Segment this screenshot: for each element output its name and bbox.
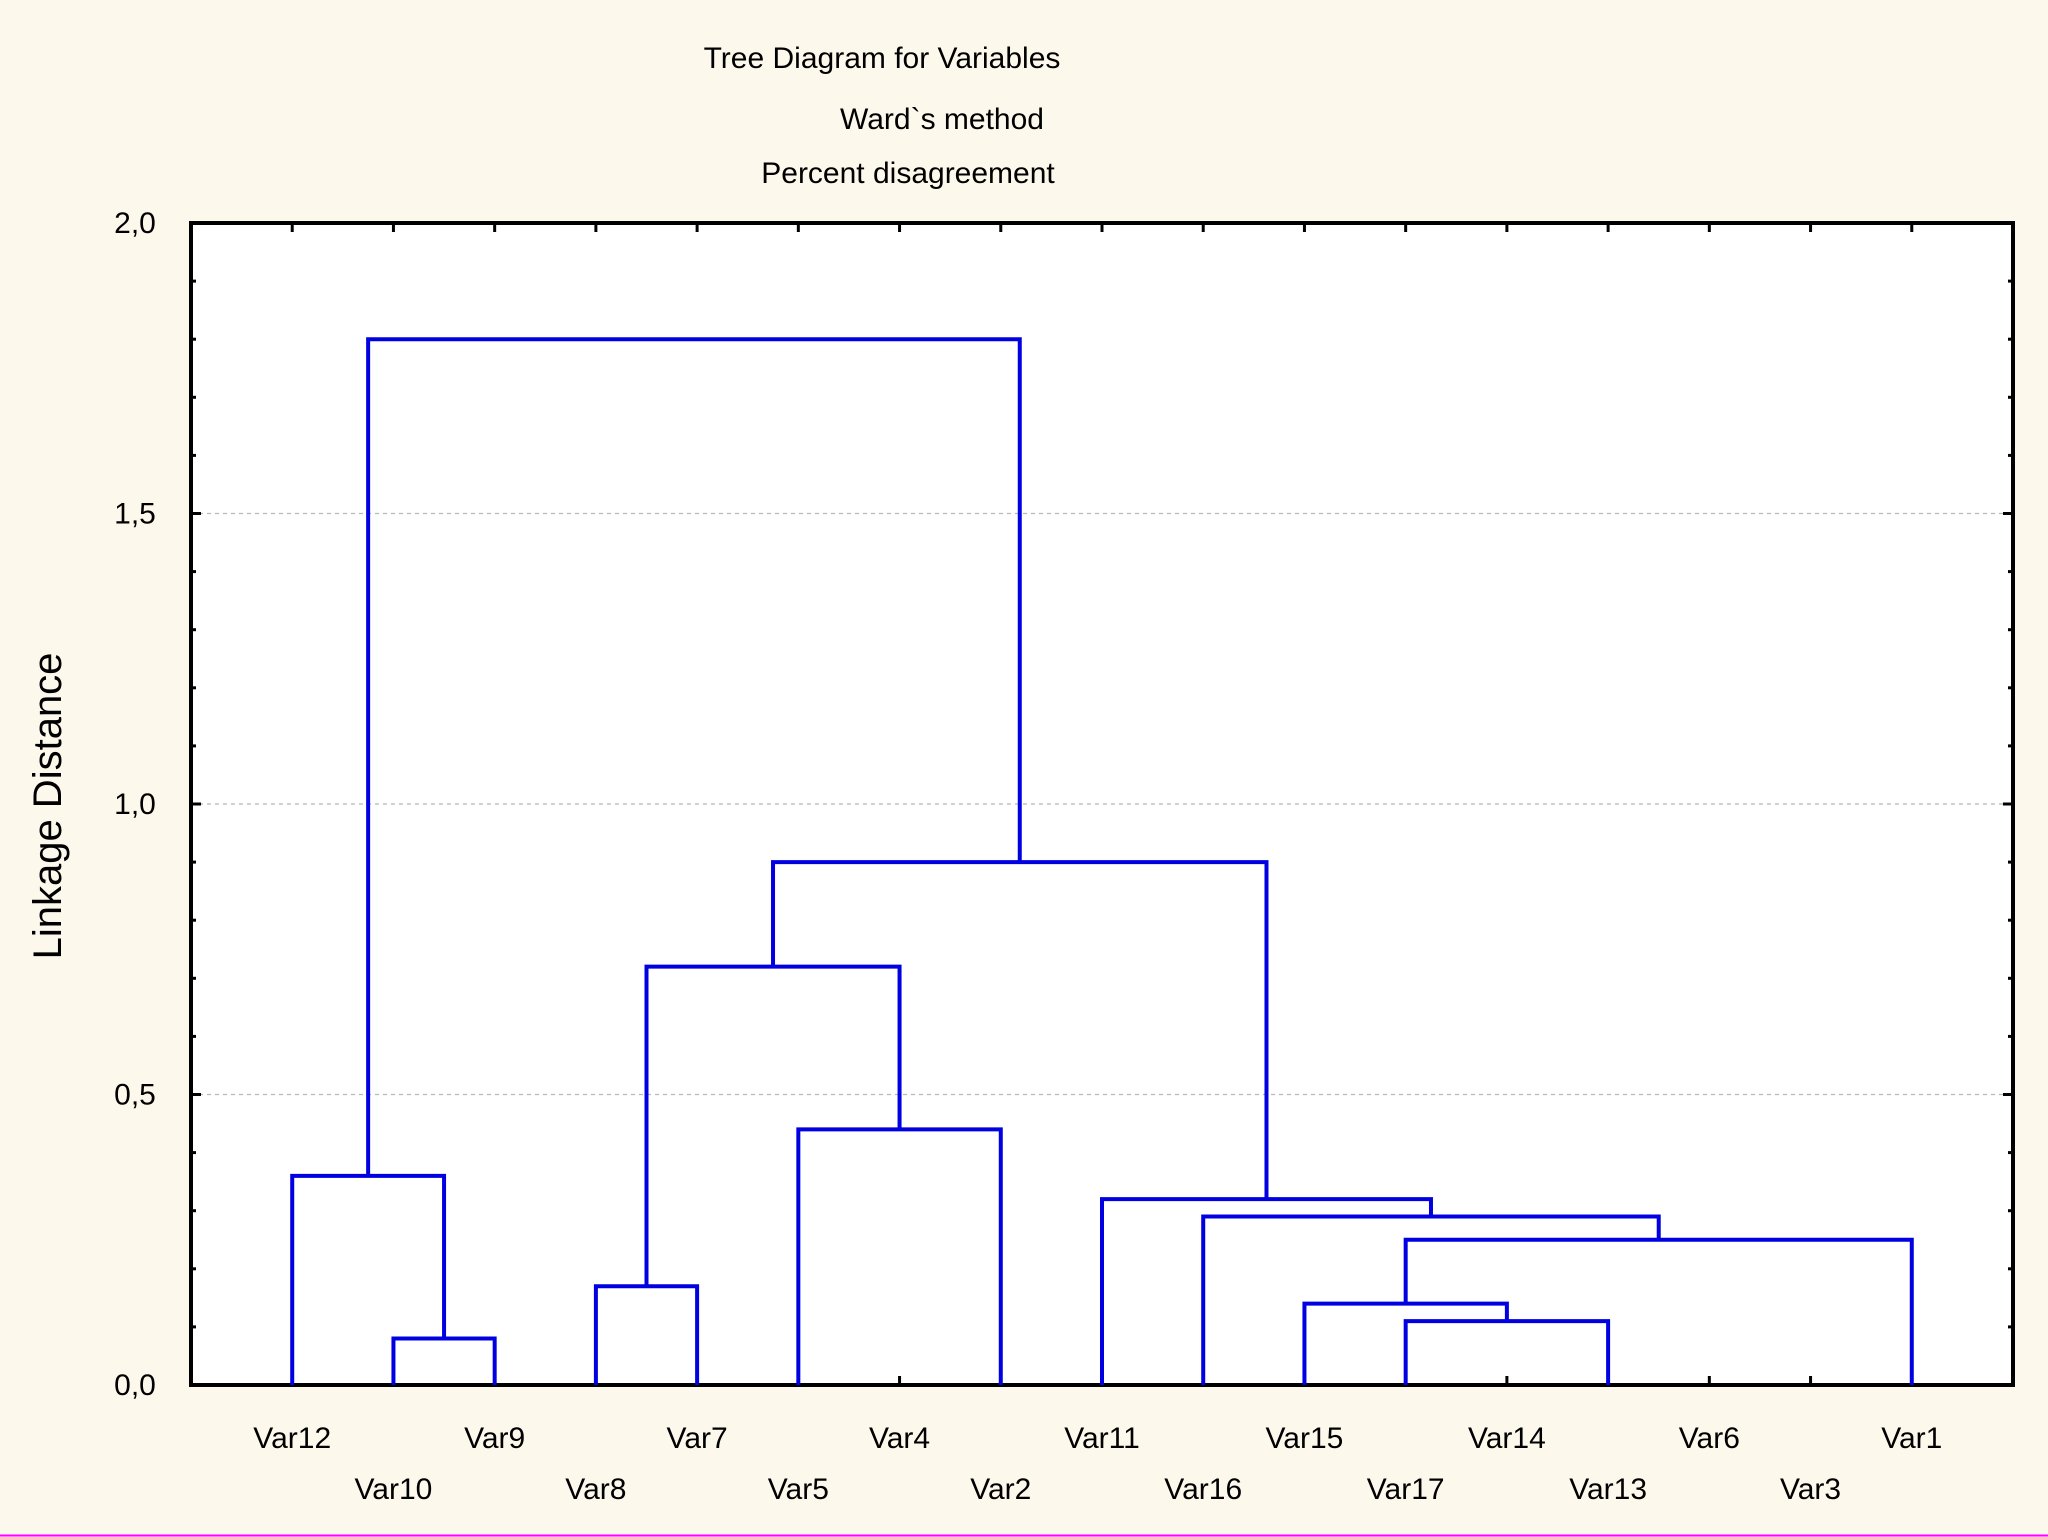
y-tick-label: 1,5 [114,498,156,531]
leaf-label: Var6 [1679,1422,1740,1455]
leaf-label: Var2 [970,1473,1031,1506]
chart-subtitle-method: Ward`s method [840,103,1044,136]
leaf-label: Var8 [565,1473,626,1506]
leaf-label: Var1 [1881,1422,1942,1455]
dendrogram-link [366,337,1022,1176]
leaf-label: Var17 [1367,1473,1445,1506]
y-axis-label: Linkage Distance [26,653,70,960]
y-tick-label: 2,0 [114,207,156,240]
chart-subtitle-measure: Percent disagreement [761,157,1055,190]
leaf-label: Var16 [1164,1473,1242,1506]
leaf-label: Var12 [253,1422,331,1455]
leaf-label: Var15 [1266,1422,1344,1455]
y-tick-label: 0,0 [114,1369,156,1402]
leaf-label: Var4 [869,1422,930,1455]
leaf-label: Var11 [1064,1422,1140,1455]
leaf-label: Var14 [1468,1422,1546,1455]
leaf-label: Var9 [464,1422,525,1455]
chart-title: Tree Diagram for Variables [704,42,1061,75]
leaf-label: Var13 [1569,1473,1647,1506]
tick-labels: 0,0 0,5 1,0 1,5 2,0 Var12 Var10 Var9 Var8 Var7 Var… [114,207,1942,1506]
dendrogram-links [290,337,1914,1385]
leaf-label: Var5 [768,1473,829,1506]
plot-area [189,221,2015,1387]
leaf-label: Var3 [1780,1473,1841,1506]
axis-ticks [191,221,2013,1387]
leaf-label: Var10 [355,1473,433,1506]
y-tick-label: 0,5 [114,1079,156,1112]
y-tick-label: 1,0 [114,788,156,821]
leaf-label: Var7 [667,1422,728,1455]
